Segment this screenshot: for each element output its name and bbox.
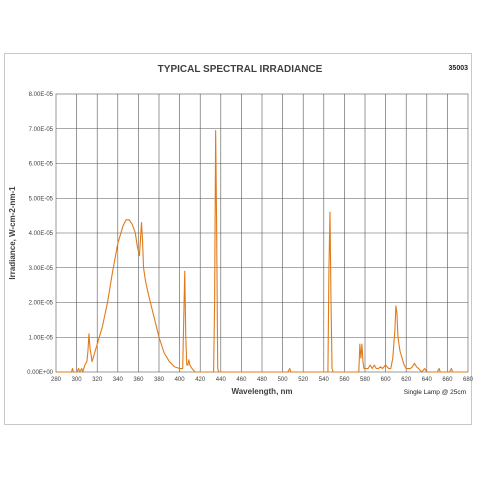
x-tick-label: 520	[298, 377, 309, 383]
x-tick-label: 280	[51, 377, 62, 383]
x-tick-label: 360	[133, 377, 144, 383]
series-line	[56, 129, 468, 373]
y-tick-label: 8.00E-05	[29, 92, 54, 98]
x-tick-label: 680	[463, 377, 474, 383]
x-tick-label: 560	[339, 377, 350, 383]
x-tick-label: 300	[72, 377, 83, 383]
y-tick-label: 0.00E+00	[27, 370, 54, 376]
y-tick-label: 3.00E-05	[29, 266, 54, 272]
y-tick-label: 4.00E-05	[29, 231, 54, 237]
x-tick-label: 660	[442, 377, 453, 383]
x-tick-label: 600	[381, 377, 392, 383]
x-tick-label: 440	[216, 377, 227, 383]
y-axis-label: Irradiance, W-cm-2-nm-1	[8, 186, 17, 280]
y-tick-label: 1.00E-05	[29, 335, 54, 341]
chart-title: TYPICAL SPECTRAL IRRADIANCE	[158, 64, 323, 75]
x-tick-label: 540	[319, 377, 330, 383]
x-tick-label: 620	[401, 377, 412, 383]
x-tick-label: 340	[113, 377, 124, 383]
x-tick-label: 500	[278, 377, 289, 383]
x-tick-label: 420	[195, 377, 206, 383]
y-tick-label: 2.00E-05	[29, 301, 54, 307]
x-tick-label: 640	[422, 377, 433, 383]
x-tick-label: 460	[236, 377, 247, 383]
y-tick-label: 7.00E-05	[29, 127, 54, 133]
chart-code: 35003	[449, 65, 469, 72]
chart-note: Single Lamp @ 25cm	[404, 389, 466, 396]
y-tick-label: 6.00E-05	[29, 162, 54, 168]
x-axis-label: Wavelength, nm	[231, 387, 292, 396]
x-tick-labels: 280 300 320 340 360 380 400 420 440 460 480 500 520 5…	[51, 377, 474, 383]
grid-lines	[56, 94, 468, 372]
x-tick-label: 480	[257, 377, 268, 383]
y-tick-label: 5.00E-05	[29, 196, 54, 202]
x-tick-label: 380	[154, 377, 165, 383]
x-tick-label: 400	[175, 377, 186, 383]
x-tick-label: 320	[92, 377, 103, 383]
y-tick-labels: 0.00E+00 1.00E-05 2.00E-05 3.00E-05 4.00E-05…	[27, 92, 54, 376]
x-tick-label: 580	[360, 377, 371, 383]
